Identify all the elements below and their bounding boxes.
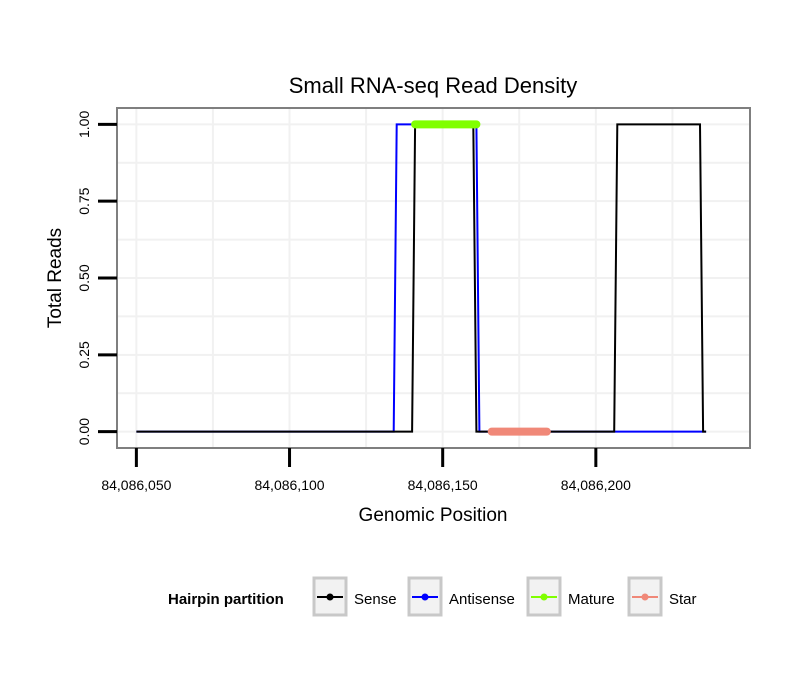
chart-title: Small RNA-seq Read Density	[289, 73, 578, 98]
x-axis-label: Genomic Position	[359, 505, 508, 526]
legend-dot-sense	[326, 593, 334, 601]
x-tick-label: 84,086,200	[561, 477, 631, 493]
legend-label-star: Star	[669, 591, 697, 608]
legend-label-sense: Sense	[354, 591, 397, 608]
x-tick-label: 84,086,150	[408, 477, 478, 493]
y-tick-label: 0.25	[76, 341, 92, 368]
x-tick-label: 84,086,100	[254, 477, 324, 493]
x-tick-label: 84,086,050	[101, 477, 171, 493]
legend-label-mature: Mature	[568, 591, 615, 608]
y-axis: 0.00 0.25 0.50 0.75 1.00	[76, 111, 117, 445]
legend: Hairpin partition Sense Antisense Mature St…	[168, 576, 697, 617]
legend-label-antisense: Antisense	[449, 591, 515, 608]
legend-dot-antisense	[421, 593, 429, 601]
y-tick-label: 1.00	[76, 111, 92, 138]
segment-layer	[411, 120, 551, 436]
y-tick-label: 0.75	[76, 187, 92, 214]
y-tick-label: 0.50	[76, 264, 92, 291]
legend-title: Hairpin partition	[168, 591, 284, 608]
y-tick-label: 0.00	[76, 418, 92, 445]
legend-dot-mature	[540, 593, 548, 601]
x-axis: 84,086,050 84,086,100 84,086,150 84,086,200	[101, 448, 631, 493]
legend-dot-star	[641, 593, 649, 601]
y-axis-label: Total Reads	[45, 228, 66, 328]
